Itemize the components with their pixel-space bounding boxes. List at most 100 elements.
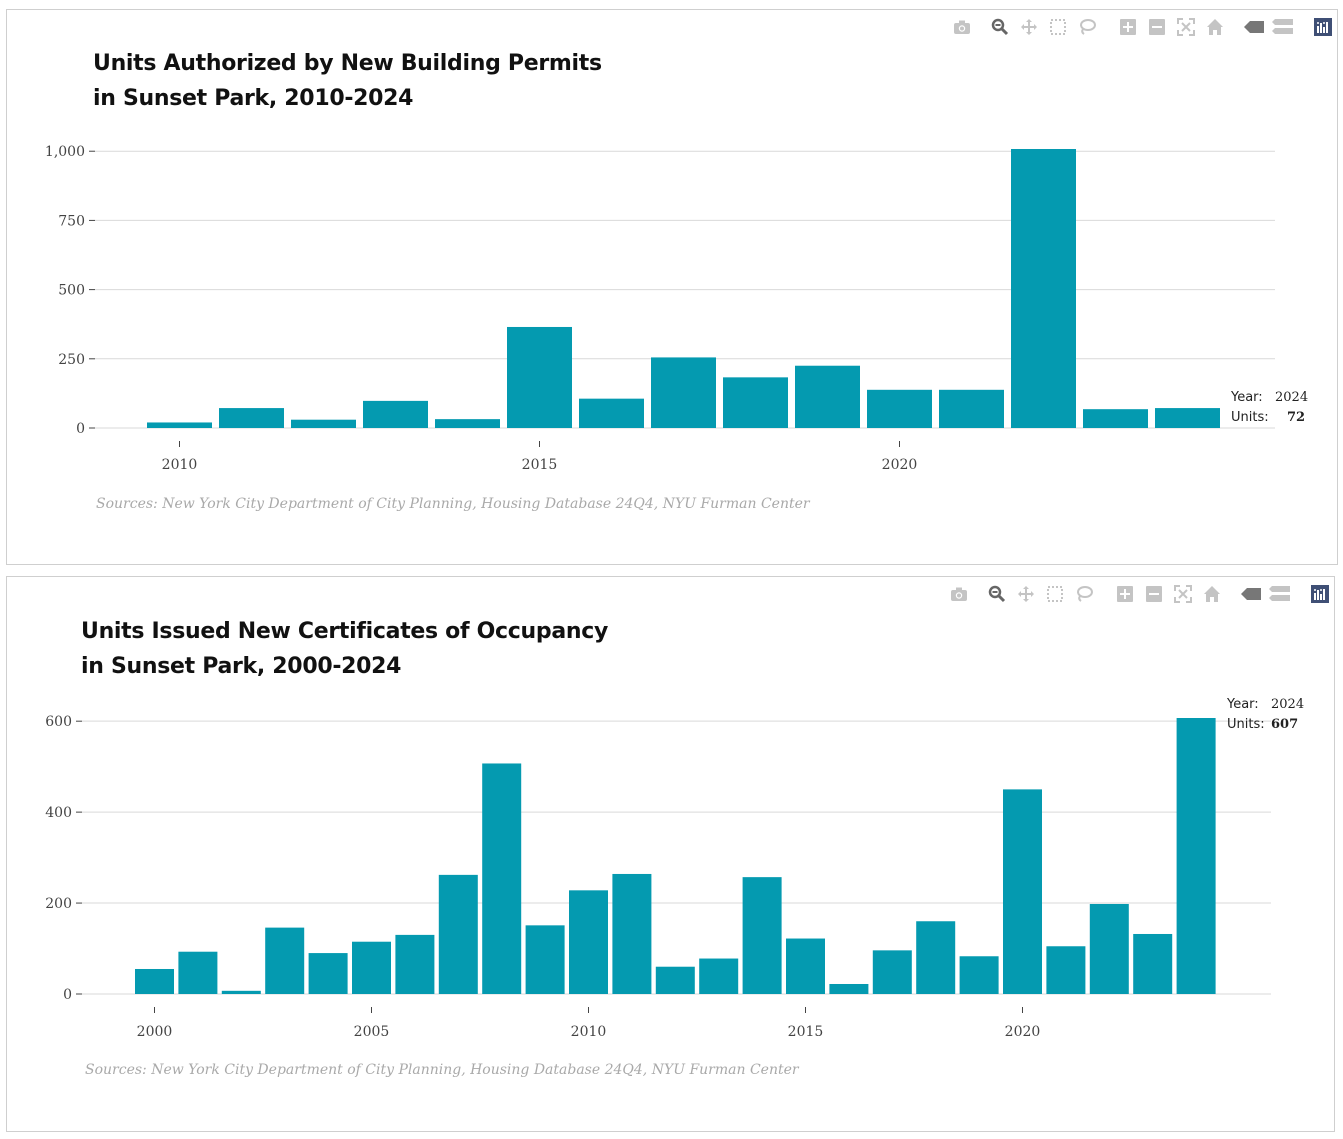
bar-2020[interactable] (1003, 789, 1042, 994)
bar-2023[interactable] (1133, 933, 1173, 994)
hover-tooltip: Year: 2024 Units: 607 (1227, 695, 1304, 735)
reset-axes-icon[interactable] (1204, 16, 1226, 38)
bar-2023[interactable] (1083, 409, 1148, 428)
bar-2024[interactable] (1155, 408, 1220, 428)
bar-2018[interactable] (916, 921, 956, 994)
bar-2014[interactable] (435, 419, 500, 428)
x-tick-label: 2020 (882, 457, 918, 473)
bar-2015[interactable] (507, 326, 572, 428)
x-tick-label: 2005 (354, 1024, 390, 1040)
x-tick-label: 2015 (788, 1024, 824, 1040)
bar-2012[interactable] (291, 419, 356, 428)
tooltip-year-label: Year: (1227, 697, 1259, 712)
bar-2010[interactable] (569, 890, 608, 994)
x-tick-label: 2000 (137, 1024, 173, 1040)
hover-compare-icon[interactable] (1272, 16, 1294, 38)
plotly-logo-icon[interactable] (1312, 16, 1334, 38)
bars (147, 149, 1220, 428)
x-axis: 2010 2015 2020 (162, 441, 918, 473)
y-tick-label: 500 (58, 283, 85, 299)
y-tick-label: 0 (63, 987, 72, 1003)
bar-2006[interactable] (395, 934, 435, 994)
zoom-icon[interactable] (989, 16, 1011, 38)
chart-title-line2: in Sunset Park, 2010-2024 (93, 86, 414, 111)
x-axis: 2000 2005 2010 2015 2020 (137, 1007, 1041, 1040)
hover-compare-icon[interactable] (1269, 583, 1291, 605)
y-tick-label: 200 (45, 896, 72, 912)
bar-2005[interactable] (352, 941, 391, 994)
bar-2012[interactable] (655, 966, 695, 994)
bar-2021[interactable] (1046, 946, 1086, 994)
hover-closest-icon[interactable] (1243, 16, 1265, 38)
bar-2003[interactable] (265, 927, 305, 994)
chart-title-line2: in Sunset Park, 2000-2024 (81, 654, 402, 679)
y-tick-label: 400 (45, 805, 72, 821)
hover-tooltip: Year: 2024 Units: 72 (1231, 388, 1308, 428)
bar-2018[interactable] (723, 377, 788, 428)
chart-panel-permits: Units Authorized by New Building Permits… (6, 9, 1338, 565)
bar-2007[interactable] (438, 874, 478, 994)
modebar (951, 16, 1334, 38)
bar-2011[interactable] (612, 873, 652, 994)
box-select-icon[interactable] (1044, 583, 1066, 605)
bar-2004[interactable] (308, 953, 348, 994)
zoom-out-icon[interactable] (1146, 16, 1168, 38)
tooltip-year-label: Year: (1231, 390, 1263, 405)
pan-icon[interactable] (1015, 583, 1037, 605)
bar-2014[interactable] (742, 877, 782, 994)
zoom-in-icon[interactable] (1114, 583, 1136, 605)
camera-icon[interactable] (948, 583, 970, 605)
bar-2020[interactable] (867, 389, 932, 428)
chart-source: Sources: New York City Department of Cit… (96, 496, 810, 512)
camera-icon[interactable] (951, 16, 973, 38)
bar-2008[interactable] (482, 763, 522, 994)
lasso-icon[interactable] (1073, 583, 1095, 605)
bar-2011[interactable] (219, 408, 284, 428)
modebar (948, 583, 1331, 605)
bar-2021[interactable] (939, 389, 1004, 428)
bar-2016[interactable] (829, 983, 869, 994)
bar-chart-permits[interactable]: 0 250 500 750 1,000 2010 2015 2020 (7, 10, 1337, 564)
plotly-logo-icon[interactable] (1309, 583, 1331, 605)
bar-2016[interactable] (579, 398, 644, 428)
chart-panel-occupancy: Units Issued New Certificates of Occupan… (6, 576, 1335, 1132)
bar-2019[interactable] (795, 365, 860, 428)
bar-2017[interactable] (872, 950, 912, 994)
bar-2000[interactable] (135, 968, 174, 994)
box-select-icon[interactable] (1047, 16, 1069, 38)
bar-2017[interactable] (651, 357, 716, 428)
bar-chart-occupancy[interactable]: 0 200 400 600 2000 2005 2010 2015 2020 (7, 577, 1334, 1131)
reset-axes-icon[interactable] (1201, 583, 1223, 605)
bar-2009[interactable] (525, 925, 565, 994)
bar-2010[interactable] (147, 422, 212, 428)
chart-source: Sources: New York City Department of Cit… (85, 1062, 799, 1078)
zoom-icon[interactable] (986, 583, 1008, 605)
bar-2013[interactable] (363, 400, 428, 428)
y-tick-label: 750 (58, 213, 85, 229)
tooltip-units-value: 72 (1287, 410, 1306, 425)
bar-2022[interactable] (1011, 149, 1076, 428)
bar-2013[interactable] (699, 958, 739, 994)
chart-title-line1: Units Authorized by New Building Permits (93, 51, 602, 76)
chart-title: Units Issued New Certificates of Occupan… (81, 614, 608, 684)
x-tick-label: 2020 (1005, 1024, 1041, 1040)
x-tick-label: 2010 (571, 1024, 607, 1040)
bar-2001[interactable] (178, 951, 218, 994)
hover-closest-icon[interactable] (1240, 583, 1262, 605)
y-tick-label: 1,000 (45, 144, 85, 160)
lasso-icon[interactable] (1076, 16, 1098, 38)
zoom-out-icon[interactable] (1143, 583, 1165, 605)
bar-2024[interactable] (1176, 718, 1216, 994)
autoscale-icon[interactable] (1175, 16, 1197, 38)
chart-title: Units Authorized by New Building Permits… (93, 46, 602, 116)
autoscale-icon[interactable] (1172, 583, 1194, 605)
zoom-in-icon[interactable] (1117, 16, 1139, 38)
pan-icon[interactable] (1018, 16, 1040, 38)
x-tick-label: 2010 (162, 457, 198, 473)
bar-2019[interactable] (959, 956, 999, 994)
bar-2002[interactable] (221, 990, 261, 994)
y-tick-label: 600 (45, 714, 72, 730)
y-tick-label: 250 (58, 352, 85, 368)
bar-2015[interactable] (786, 938, 825, 994)
bar-2022[interactable] (1089, 903, 1129, 994)
